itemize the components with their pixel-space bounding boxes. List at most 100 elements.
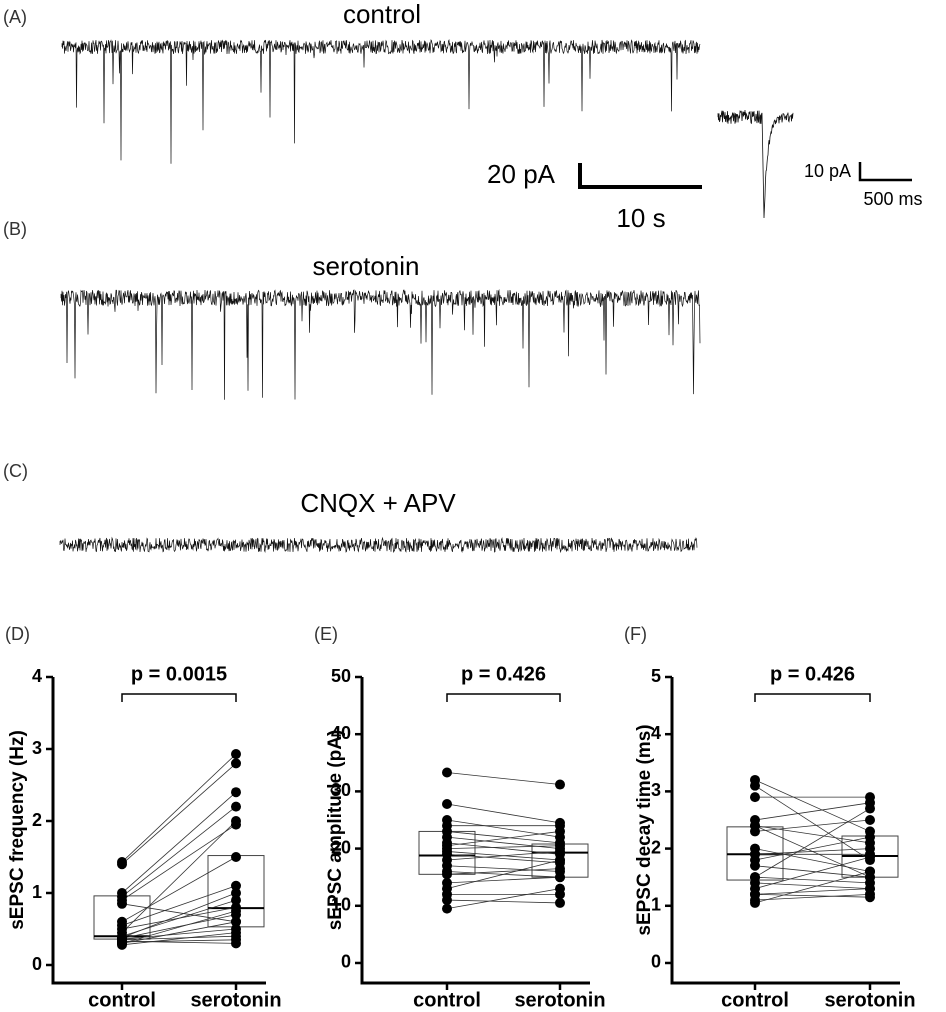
trace: [59, 536, 698, 554]
pair-line: [121, 753, 237, 863]
panel-label: (B): [3, 219, 27, 239]
pair-line: [121, 892, 237, 939]
pair-line: [754, 819, 871, 832]
y-tick-label: 2: [32, 810, 42, 830]
significance-bracket: [121, 693, 237, 702]
data-point: [442, 798, 452, 809]
y-tick-label: 0: [651, 952, 661, 972]
data-point: [555, 846, 565, 857]
data-point: [750, 897, 760, 908]
data-point: [442, 895, 452, 906]
pair-line: [754, 848, 871, 855]
data-point: [865, 889, 875, 900]
trace: [61, 38, 701, 164]
data-point: [231, 801, 241, 812]
data-point: [231, 906, 241, 916]
pair-line: [446, 876, 561, 884]
pair-line: [121, 932, 237, 946]
pair-line: [754, 888, 871, 895]
pair-line: [446, 803, 561, 824]
pair-line: [754, 825, 871, 844]
pair-line: [121, 824, 237, 901]
data-point: [865, 843, 875, 854]
trace: [60, 289, 701, 400]
trace-title: CNQX + APV: [300, 488, 456, 518]
scale-label: 10 pA: [804, 161, 851, 181]
pair-line: [121, 791, 237, 894]
pair-line: [754, 848, 871, 872]
y-tick-label: 4: [32, 666, 42, 686]
significance-bracket: [754, 693, 871, 702]
pair-line: [446, 899, 561, 904]
x-tick-label: serotonin: [514, 989, 605, 1011]
data-point: [555, 779, 565, 790]
annotation: p = 0.426: [461, 663, 546, 685]
y-tick-label: 3: [32, 738, 42, 758]
axis: [670, 677, 900, 985]
pair-line: [121, 914, 237, 939]
axis: [51, 677, 266, 985]
data-point: [231, 895, 241, 906]
x-tick-label: serotonin: [824, 989, 915, 1011]
pair-line: [446, 851, 561, 861]
trace-title: serotonin: [313, 251, 420, 281]
scale-bar: [858, 162, 912, 182]
data-point: [750, 780, 760, 791]
pair-line: [754, 808, 871, 878]
y-tick-label: 20: [331, 837, 351, 857]
pair-line: [121, 806, 237, 897]
data-point: [231, 758, 241, 769]
data-point: [555, 897, 565, 908]
panel-label: (F): [624, 624, 647, 644]
y-tick-label: 1: [651, 895, 661, 915]
pair-line: [446, 772, 561, 785]
data-point: [442, 840, 452, 851]
data-point: [442, 903, 452, 914]
pair-line: [121, 885, 237, 926]
pair-line: [121, 935, 237, 941]
pair-line: [754, 871, 871, 904]
y-tick-label: 1: [32, 882, 42, 902]
pair-line: [446, 836, 561, 849]
pair-line: [121, 921, 237, 944]
pair-line: [121, 763, 237, 865]
data-point: [865, 832, 875, 843]
data-point: [865, 814, 875, 825]
data-point: [750, 792, 760, 803]
data-point: [442, 767, 452, 778]
data-point: [231, 880, 241, 891]
panel-label: (C): [3, 461, 28, 481]
significance-bracket: [446, 693, 561, 702]
annotation: p = 0.426: [770, 663, 855, 685]
data-point: [117, 859, 127, 870]
data-point: [555, 883, 565, 894]
y-tick-label: 40: [331, 723, 351, 743]
pair-line: [446, 819, 561, 838]
pair-line: [446, 853, 561, 864]
pair-line: [754, 785, 871, 861]
y-tick-label: 0: [32, 954, 42, 974]
x-tick-label: control: [88, 989, 156, 1011]
y-axis-label: sEPSC frequency (Hz): [7, 730, 28, 930]
pair-line: [754, 882, 871, 890]
y-tick-label: 30: [331, 780, 351, 800]
x-tick-label: control: [721, 989, 789, 1011]
pair-line: [446, 865, 561, 872]
data-point: [231, 888, 241, 898]
pair-line: [754, 893, 871, 901]
pair-line: [754, 779, 871, 832]
x-tick-label: serotonin: [190, 989, 281, 1011]
y-tick-label: 10: [331, 895, 351, 915]
y-tick-label: 50: [331, 666, 351, 686]
pair-line: [121, 820, 237, 933]
panel-label: (A): [3, 7, 27, 27]
data-point: [865, 866, 875, 877]
data-point: [231, 816, 241, 826]
data-point: [555, 863, 565, 874]
x-tick-label: control: [413, 989, 481, 1011]
data-point: [231, 934, 241, 945]
pair-line: [446, 831, 561, 847]
pair-line: [121, 939, 237, 943]
pair-line: [754, 856, 871, 890]
